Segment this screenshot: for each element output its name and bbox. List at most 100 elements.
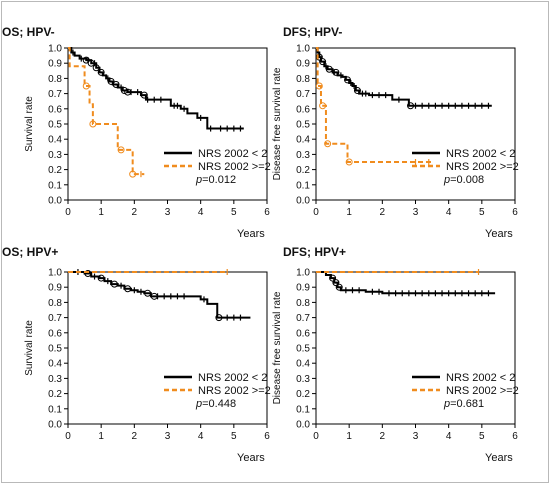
x-tick-label: 4 [198, 431, 204, 442]
y-tick-label: 0.6 [48, 328, 62, 339]
x-tick-label: 3 [413, 207, 419, 218]
event-marker [97, 68, 105, 76]
event-marker [315, 82, 323, 90]
y-axis-title: Disease free survival rate [272, 67, 283, 180]
event-marker [345, 158, 353, 166]
km-panel-3: OS; HPV+ 0.0 0.1 0.2 0.3 0.4 0.5 0.6 0.7 0.8 0.9 1.… [2, 245, 271, 464]
legend-label-1: NRS 2002 < 2 [446, 372, 515, 384]
event-marker [144, 289, 152, 297]
p-value-number: =0.448 [202, 398, 236, 410]
event-marker [324, 140, 332, 148]
series-line-1 [68, 47, 244, 130]
event-marker [150, 292, 158, 300]
x-tick-label: 6 [512, 431, 518, 442]
y-tick-label: 0.3 [48, 374, 62, 385]
event-marker [124, 285, 132, 293]
event-marker [120, 87, 128, 95]
y-tick-label: 0.2 [296, 165, 310, 176]
x-tick-label: 5 [231, 431, 237, 442]
event-marker [344, 76, 352, 84]
x-tick-label: 2 [132, 431, 138, 442]
km-panel-1: OS; HPV- 0.0 0.1 0.2 0.3 0.4 0.5 0.6 0.7 0.8 0.9 1.… [2, 25, 271, 240]
x-tick-label: 0 [65, 207, 71, 218]
event-marker [87, 59, 95, 67]
y-tick-label: 0.1 [48, 404, 62, 415]
y-axis-title: Survival rate [24, 96, 35, 152]
p-value: p=0.448 [195, 398, 236, 410]
p-value-number: =0.012 [202, 174, 236, 186]
y-tick-label: 0.4 [296, 135, 310, 146]
legend-label-1: NRS 2002 < 2 [198, 372, 267, 384]
event-marker [332, 68, 340, 76]
x-tick-label: 4 [198, 207, 204, 218]
panel-title: DFS; HPV+ [283, 245, 346, 259]
series-line-1 [68, 271, 251, 319]
y-tick-label: 0.6 [296, 328, 310, 339]
legend-label-2: NRS 2002 >=2 [446, 385, 519, 397]
y-tick-label: 0.3 [296, 374, 310, 385]
y-tick-label: 0.1 [48, 180, 62, 191]
series-line-1 [316, 47, 492, 107]
event-marker [319, 102, 327, 110]
legend-label-1: NRS 2002 < 2 [446, 148, 515, 160]
x-axis-title: Years [485, 452, 513, 464]
event-marker [315, 53, 323, 61]
y-tick-label: 1.0 [48, 44, 62, 55]
x-axis-title: Years [237, 228, 265, 240]
event-marker [335, 283, 343, 291]
y-tick-label: 0.7 [296, 89, 310, 100]
p-symbol: p [195, 398, 202, 410]
x-tick-label: 4 [446, 431, 452, 442]
event-marker [407, 102, 415, 110]
event-marker [107, 77, 115, 85]
y-tick-label: 0.7 [296, 313, 310, 324]
y-tick-label: 0.8 [48, 298, 62, 309]
km-panel-2: DFS; HPV- 0.0 0.1 0.2 0.3 0.4 0.5 0.6 0.7 0.8 0.9 1… [272, 25, 519, 240]
y-tick-label: 0.4 [296, 359, 310, 370]
y-tick-label: 0.8 [48, 74, 62, 85]
x-tick-label: 4 [446, 207, 452, 218]
x-tick-label: 0 [313, 431, 319, 442]
y-axis-title: Disease free survival rate [272, 291, 283, 404]
event-marker [82, 82, 90, 90]
panel-title: DFS; HPV- [283, 25, 342, 39]
event-marker [124, 88, 132, 96]
p-value-number: =0.681 [450, 398, 484, 410]
x-tick-label: 3 [165, 431, 171, 442]
y-tick-label: 0.6 [296, 104, 310, 115]
y-tick-label: 0.5 [296, 120, 310, 131]
event-marker [353, 87, 361, 95]
y-tick-label: 0.9 [48, 283, 62, 294]
p-symbol: p [443, 398, 450, 410]
y-tick-label: 0.1 [296, 180, 310, 191]
y-tick-label: 0.0 [48, 420, 62, 431]
event-marker [112, 80, 120, 88]
event-marker [82, 56, 90, 64]
x-tick-label: 2 [132, 207, 138, 218]
x-tick-label: 3 [413, 431, 419, 442]
event-marker [325, 65, 333, 73]
p-value: p=0.012 [195, 174, 236, 186]
y-tick-label: 1.0 [296, 268, 310, 279]
legend-label-2: NRS 2002 >=2 [198, 385, 271, 397]
y-tick-label: 0.6 [48, 104, 62, 115]
y-tick-label: 0.3 [296, 150, 310, 161]
x-tick-label: 1 [98, 431, 104, 442]
y-tick-label: 0.2 [48, 165, 62, 176]
x-axis-title: Years [237, 452, 265, 464]
x-tick-label: 2 [380, 207, 386, 218]
legend-label-1: NRS 2002 < 2 [198, 148, 267, 160]
plot-frame [315, 47, 516, 201]
p-symbol: p [443, 174, 450, 186]
event-marker [92, 64, 100, 72]
y-tick-label: 0.4 [48, 135, 62, 146]
panel-title: OS; HPV- [2, 25, 55, 39]
x-tick-label: 3 [165, 207, 171, 218]
y-tick-label: 0.0 [48, 196, 62, 207]
event-marker [140, 91, 148, 99]
event-marker [332, 279, 340, 287]
x-tick-label: 1 [346, 431, 352, 442]
legend-label-2: NRS 2002 >=2 [446, 161, 519, 173]
event-marker [97, 274, 105, 282]
